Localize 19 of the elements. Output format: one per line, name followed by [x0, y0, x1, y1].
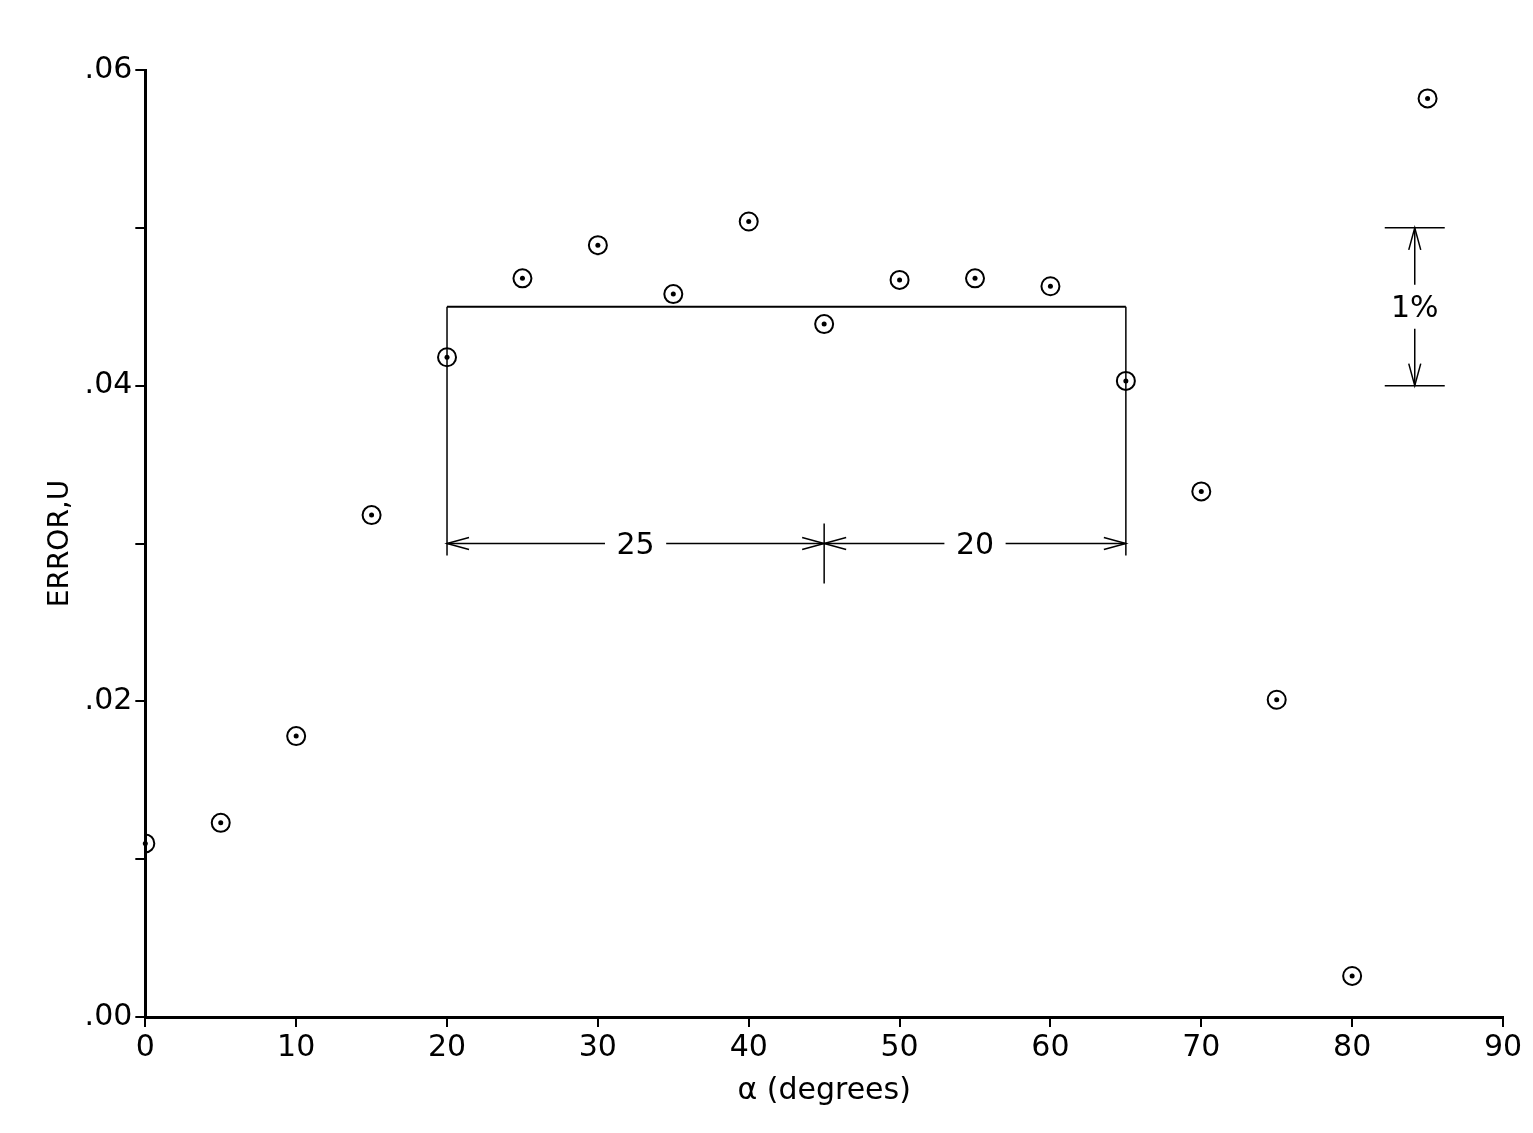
- y-tick-label: .00: [84, 996, 133, 1032]
- x-axis-title: α (degrees): [737, 1070, 911, 1106]
- x-tick-label: 30: [578, 1027, 617, 1063]
- x-tick-label: 0: [135, 1027, 155, 1063]
- y-tick-label: .04: [84, 365, 133, 401]
- annotation: 20: [955, 526, 995, 561]
- x-tick-label: 50: [880, 1027, 919, 1063]
- y-tick-label: .02: [84, 681, 133, 717]
- x-tick-label: 40: [729, 1027, 768, 1063]
- x-tick-label: 90: [1483, 1027, 1523, 1063]
- x-tick-label: 10: [277, 1027, 316, 1063]
- x-tick-label: 20: [427, 1027, 467, 1063]
- x-tick-label: 60: [1031, 1027, 1070, 1063]
- annotation: 1%: [1390, 289, 1439, 325]
- x-tick-label: 70: [1182, 1027, 1221, 1063]
- x-tick-label: 80: [1333, 1027, 1372, 1063]
- y-axis-title: ERROR,U: [42, 479, 76, 608]
- annotation: 25: [616, 526, 655, 561]
- y-tick-label: .06: [84, 49, 133, 85]
